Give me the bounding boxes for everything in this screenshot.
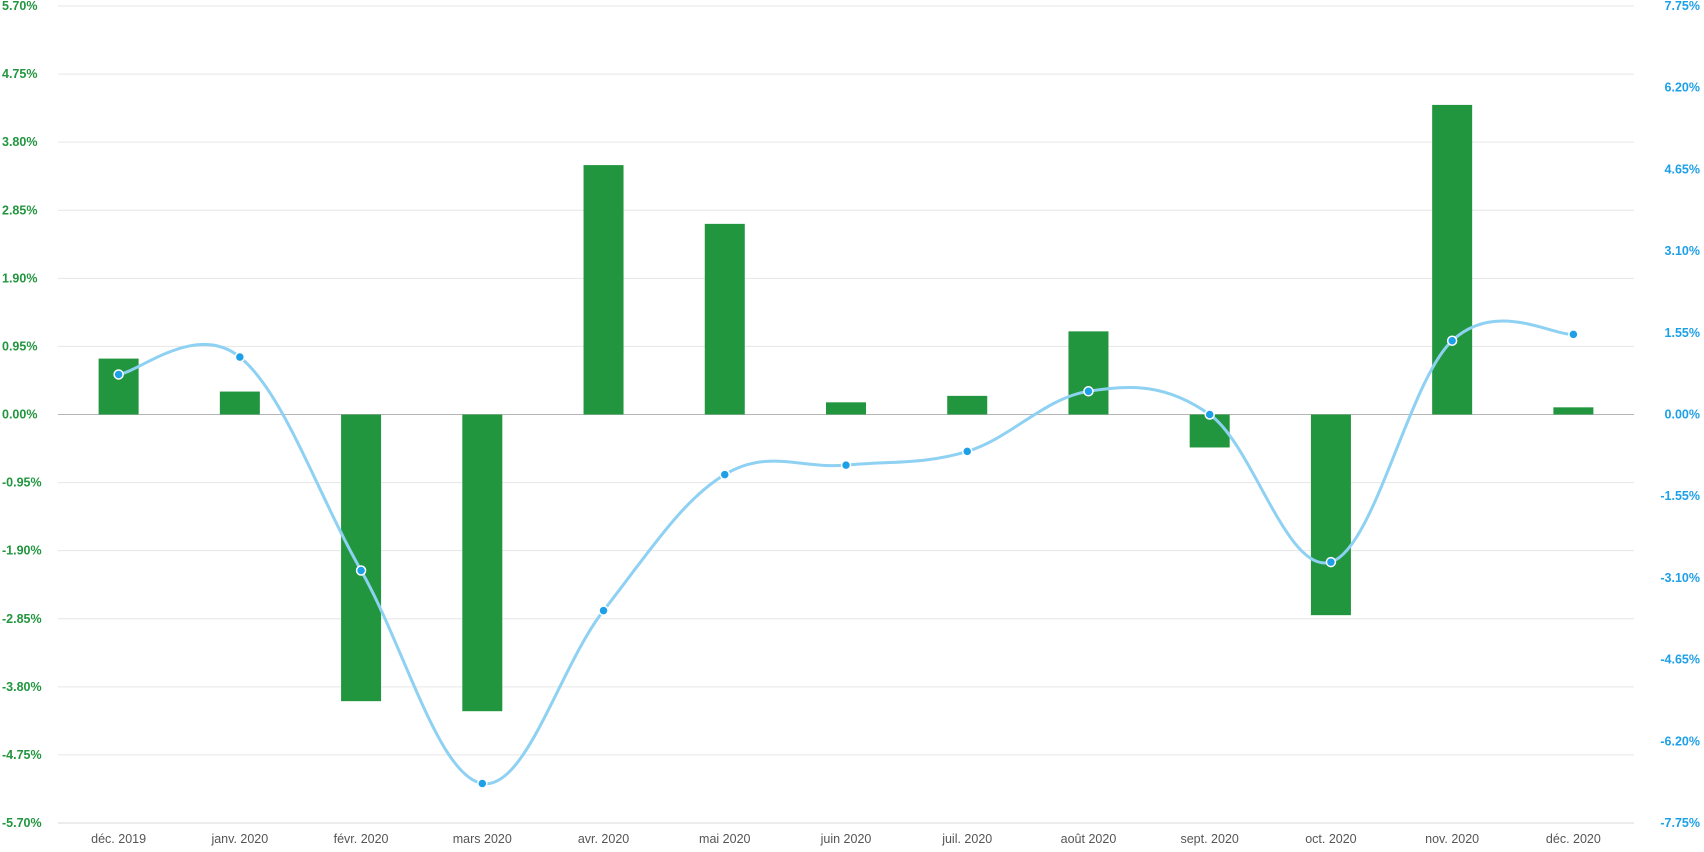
line-path <box>117 319 1575 785</box>
y-left-tick-label: -4.75% <box>2 748 42 762</box>
y-left-tick-label: 5.70% <box>2 0 37 13</box>
y-right-tick-label: 7.75% <box>1665 0 1700 13</box>
x-tick-label: févr. 2020 <box>334 832 389 846</box>
y-left-tick-label: -1.90% <box>2 544 42 558</box>
line-series <box>113 319 1579 789</box>
x-tick-label: oct. 2020 <box>1305 832 1356 846</box>
y-right-tick-label: -6.20% <box>1660 734 1700 748</box>
x-tick-label: août 2020 <box>1061 832 1117 846</box>
bar <box>1068 331 1109 415</box>
y-right-tick-label: 0.00% <box>1665 408 1700 422</box>
x-tick-label: mai 2020 <box>699 832 750 846</box>
y-axis-left: 5.70% 4.75% 3.80% 2.85% 1.90% 0.95% 0.00% -0.95… <box>2 0 42 830</box>
bar <box>98 358 139 415</box>
x-tick-label: sept. 2020 <box>1180 832 1238 846</box>
y-right-tick-label: -1.55% <box>1660 489 1700 503</box>
line-point <box>1446 335 1458 346</box>
bar <box>947 395 988 415</box>
y-left-tick-label: 1.90% <box>2 271 37 285</box>
bar-series <box>98 104 1594 712</box>
line-point <box>234 351 246 363</box>
y-right-tick-label: -7.75% <box>1660 816 1700 830</box>
y-axis-right: 7.75% 6.20% 4.65% 3.10% 1.55% 0.00% -1.55% -3.1… <box>1660 0 1700 830</box>
y-left-tick-label: 0.95% <box>2 339 37 353</box>
x-tick-label: déc. 2020 <box>1546 832 1601 846</box>
x-tick-label: avr. 2020 <box>578 832 629 846</box>
line-point <box>840 459 852 471</box>
line-point <box>1325 556 1337 568</box>
x-tick-label: mars 2020 <box>453 832 512 846</box>
x-tick-label: déc. 2019 <box>91 832 146 846</box>
x-axis: déc. 2019 janv. 2020 févr. 2020 mars 2020 av… <box>58 822 1634 846</box>
y-left-tick-label: 3.80% <box>2 135 37 149</box>
bar <box>826 402 866 415</box>
y-right-tick-label: -4.65% <box>1660 653 1700 667</box>
bar <box>1189 414 1230 448</box>
y-right-tick-label: 1.55% <box>1665 326 1700 340</box>
y-left-tick-label: 2.85% <box>2 203 37 217</box>
line-point <box>1204 409 1215 420</box>
y-left-tick-label: 0.00% <box>2 408 37 422</box>
line-point <box>961 446 973 457</box>
bar <box>462 414 503 712</box>
bar <box>583 165 624 415</box>
line-point <box>719 469 731 480</box>
x-tick-label: juil. 2020 <box>941 832 992 846</box>
line-point <box>1083 386 1094 397</box>
line-point <box>1568 329 1579 340</box>
y-left-tick-label: -3.80% <box>2 680 42 694</box>
line-point <box>355 565 367 576</box>
y-right-tick-label: 6.20% <box>1665 81 1700 95</box>
y-right-tick-label: 3.10% <box>1665 244 1700 258</box>
x-tick-label: nov. 2020 <box>1425 832 1479 846</box>
line-point <box>113 369 124 380</box>
bar <box>341 414 382 702</box>
y-right-tick-label: -3.10% <box>1660 571 1700 585</box>
y-left-tick-label: -5.70% <box>2 816 42 830</box>
y-left-tick-label: 4.75% <box>2 67 37 81</box>
y-left-tick-label: -0.95% <box>2 476 42 490</box>
bar <box>704 223 745 415</box>
line-point <box>477 778 488 789</box>
y-right-tick-label: 4.65% <box>1665 162 1700 176</box>
bar <box>1553 407 1594 415</box>
line-point <box>598 605 609 616</box>
x-tick-label: janv. 2020 <box>210 832 268 846</box>
bar <box>1432 104 1473 415</box>
y-left-tick-label: -2.85% <box>2 612 42 626</box>
x-tick-label: juin 2020 <box>820 832 872 846</box>
bar <box>219 391 260 415</box>
bar <box>1310 414 1351 616</box>
